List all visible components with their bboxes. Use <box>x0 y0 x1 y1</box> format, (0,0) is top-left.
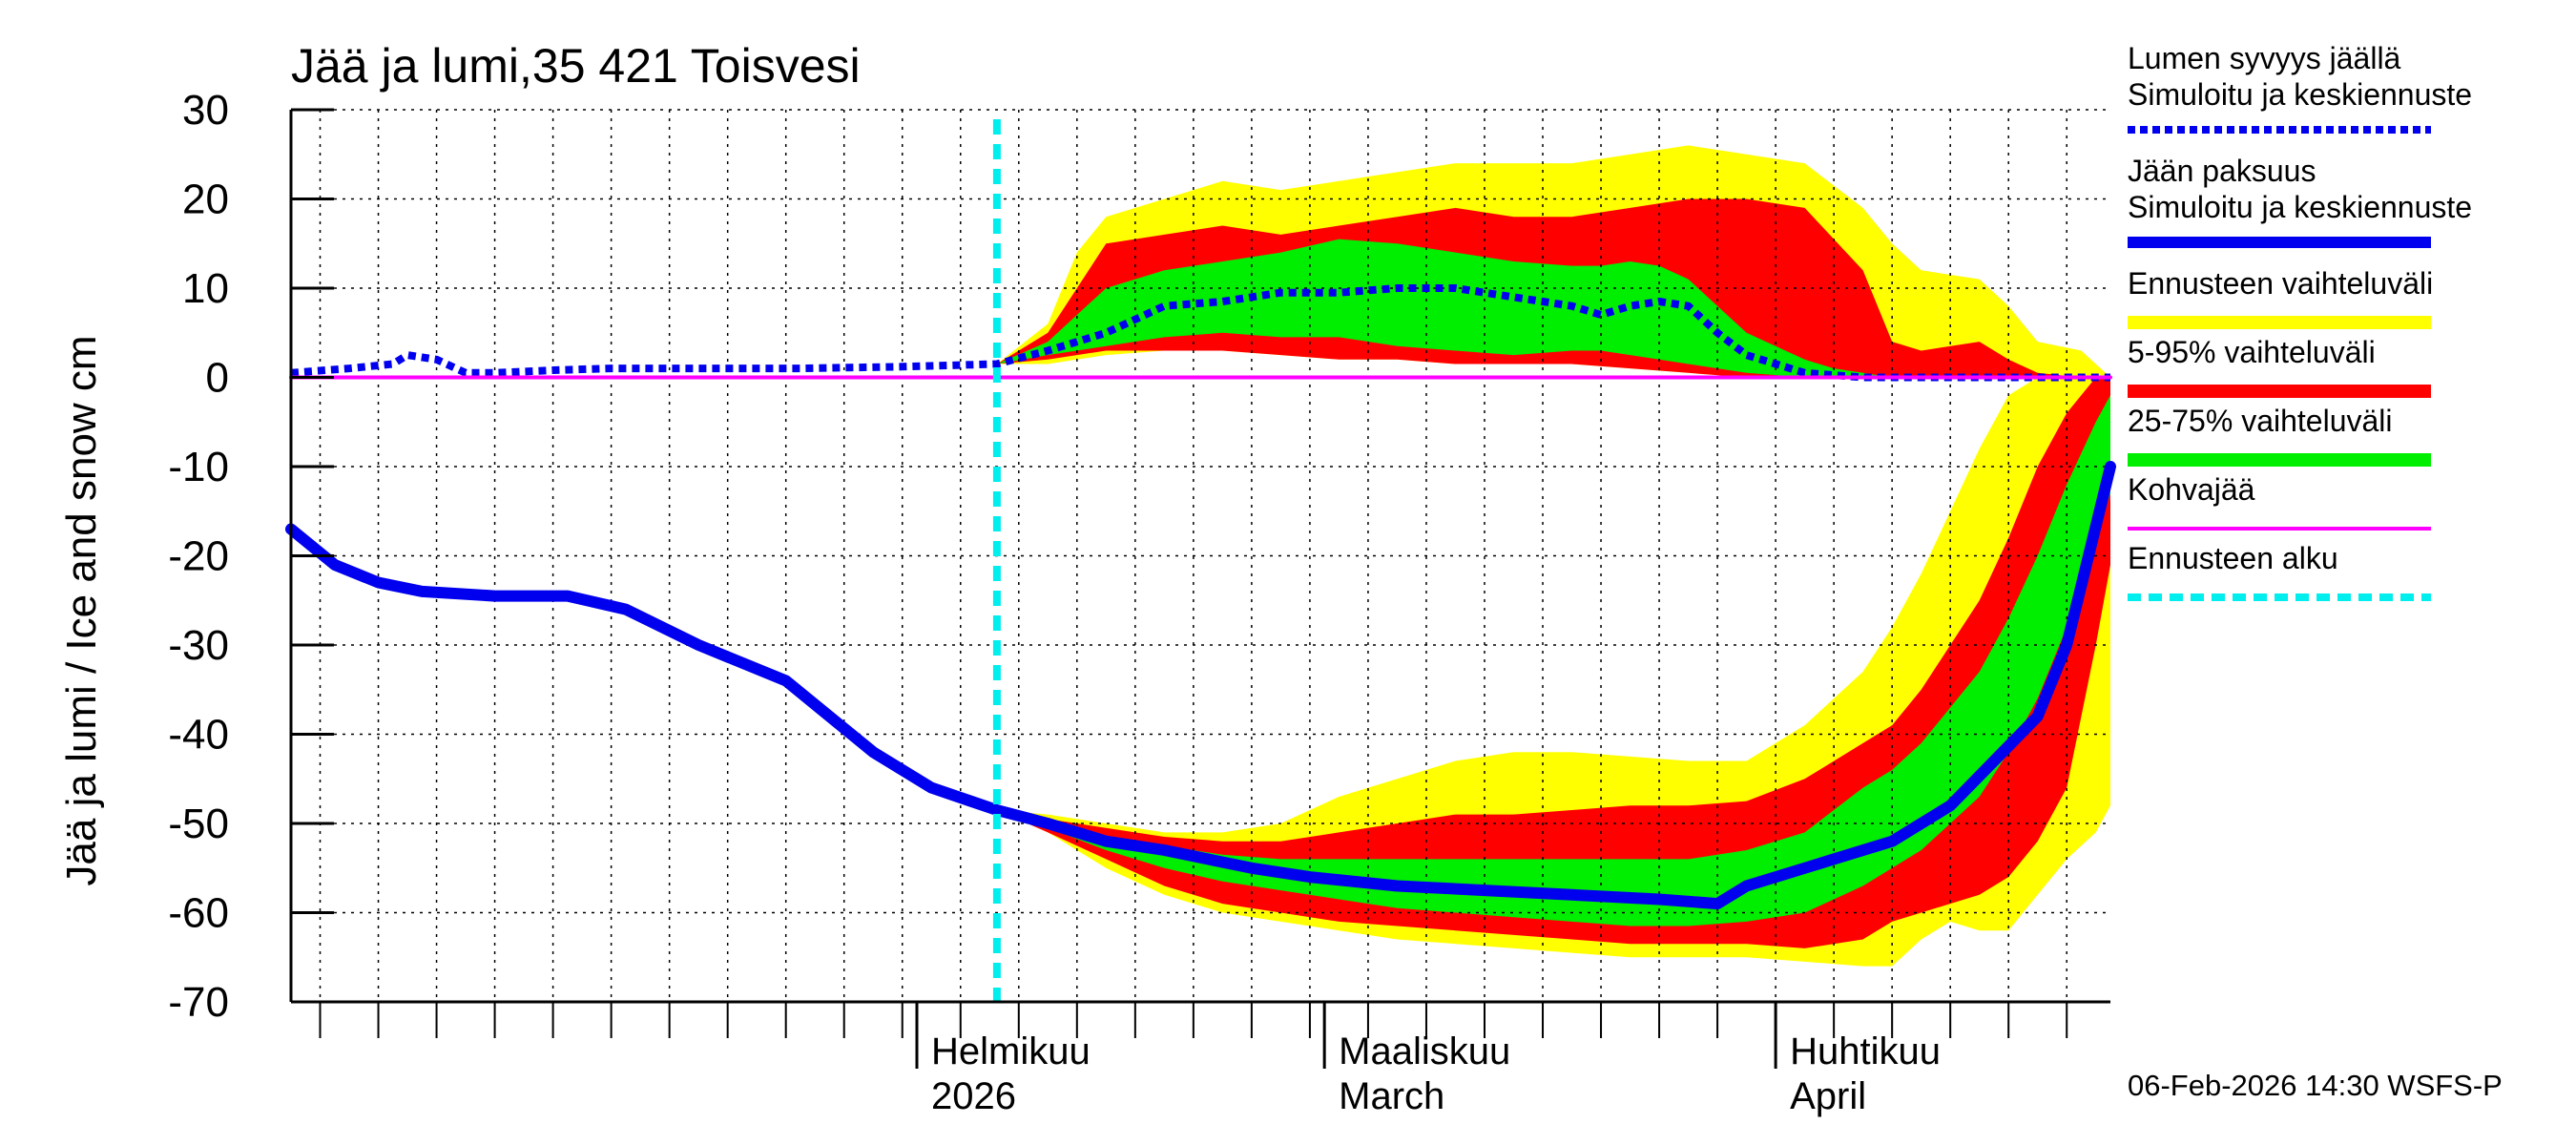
legend-label: Jään paksuus <box>2128 154 2316 188</box>
legend-label: 25-75% vaihteluväli <box>2128 404 2393 438</box>
y-tick-label: -70 <box>168 979 229 1026</box>
y-tick-label: 10 <box>182 265 229 312</box>
month-sublabel: April <box>1790 1075 1866 1117</box>
range-band-2 <box>996 239 1922 378</box>
month-label: Maaliskuu <box>1339 1030 1510 1072</box>
y-tick-label: -40 <box>168 712 229 759</box>
band-layer <box>996 145 2110 967</box>
y-tick-label: -60 <box>168 890 229 937</box>
ice-thickness-line <box>285 461 2116 910</box>
legend-label: Ennusteen alku <box>2128 541 2338 575</box>
chart-title: Jää ja lumi,35 421 Toisvesi <box>291 39 861 93</box>
footer-timestamp: 06-Feb-2026 14:30 WSFS-P <box>2128 1069 2503 1102</box>
y-tick-label: -30 <box>168 622 229 669</box>
month-sublabel: March <box>1339 1075 1444 1117</box>
y-tick-label: -10 <box>168 444 229 490</box>
y-axis-label: Jää ja lumi / Ice and snow cm <box>58 335 105 885</box>
axes-layer: 30 20 10 0 -10 -20 -30 -40 -50 -60 -70 Helmikuu2026… <box>168 87 2110 1117</box>
legend-sublabel: Simuloitu ja keskiennuste <box>2128 190 2472 224</box>
month-label: Helmikuu <box>931 1030 1091 1072</box>
grid-layer <box>291 109 2110 1003</box>
month-sublabel: 2026 <box>931 1075 1016 1117</box>
y-tick-label: 30 <box>182 87 229 134</box>
legend-label: Kohvajää <box>2128 472 2255 507</box>
snow-depth-line <box>290 284 2110 382</box>
legend-label: Lumen syvyys jäällä <box>2128 41 2401 75</box>
y-tick-label: 0 <box>206 355 229 402</box>
y-tick-label: 20 <box>182 177 229 223</box>
month-label: Huhtikuu <box>1790 1030 1941 1072</box>
line-layer <box>285 119 2116 1002</box>
y-tick-label: -50 <box>168 801 229 847</box>
legend-sublabel: Simuloitu ja keskiennuste <box>2128 77 2472 112</box>
legend-label: 5-95% vaihteluväli <box>2128 335 2376 369</box>
y-tick-label: -20 <box>168 533 229 580</box>
range-band-4 <box>996 377 2110 948</box>
legend-label: Ennusteen vaihteluväli <box>2128 266 2433 301</box>
